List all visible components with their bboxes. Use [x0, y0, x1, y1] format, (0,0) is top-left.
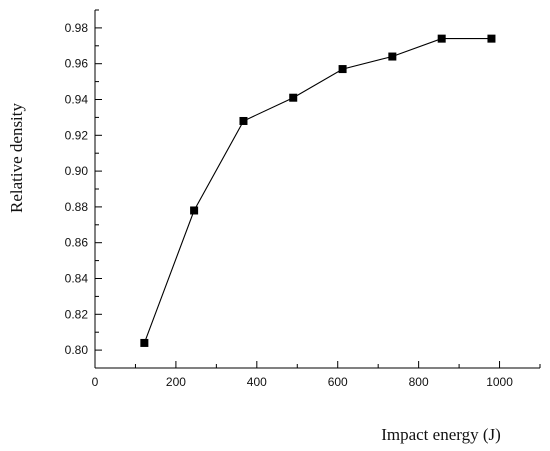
data-point-marker: [239, 116, 248, 125]
x-tick-label: 0: [92, 375, 99, 389]
y-tick-label: 0.98: [65, 21, 89, 35]
data-point-marker: [140, 338, 149, 347]
series-line: [143, 38, 492, 344]
data-point-marker: [437, 34, 446, 43]
y-tick-label: 0.92: [65, 128, 89, 142]
data-point-marker: [289, 93, 298, 102]
x-tick-label: 600: [328, 375, 348, 389]
data-point-marker: [487, 34, 496, 43]
data-point-marker: [338, 65, 347, 74]
x-tick-label: 400: [247, 375, 267, 389]
y-tick-label: 0.86: [65, 236, 89, 250]
axes: [94, 10, 540, 369]
x-tick-label: 200: [166, 375, 186, 389]
y-tick-label: 0.88: [65, 200, 89, 214]
data-series: [140, 34, 496, 347]
y-tick-label: 0.94: [65, 93, 89, 107]
data-point-marker: [388, 52, 397, 61]
tick-marks: 0.80 0.82 0.84 0.86 0.88 0.90 0.92 0.94 0.96 0.98…: [65, 9, 541, 389]
y-tick-label: 0.84: [65, 272, 89, 286]
y-tick-label: 0.82: [65, 307, 89, 321]
x-tick-label: 1000: [486, 375, 513, 389]
x-tick-label: 800: [409, 375, 429, 389]
y-tick-label: 0.96: [65, 57, 89, 71]
y-tick-label: 0.80: [65, 343, 89, 357]
x-axis-title: Impact energy (J): [381, 425, 501, 444]
data-point-marker: [190, 206, 199, 215]
y-axis-title: Relative density: [7, 103, 26, 214]
y-tick-label: 0.90: [65, 164, 89, 178]
